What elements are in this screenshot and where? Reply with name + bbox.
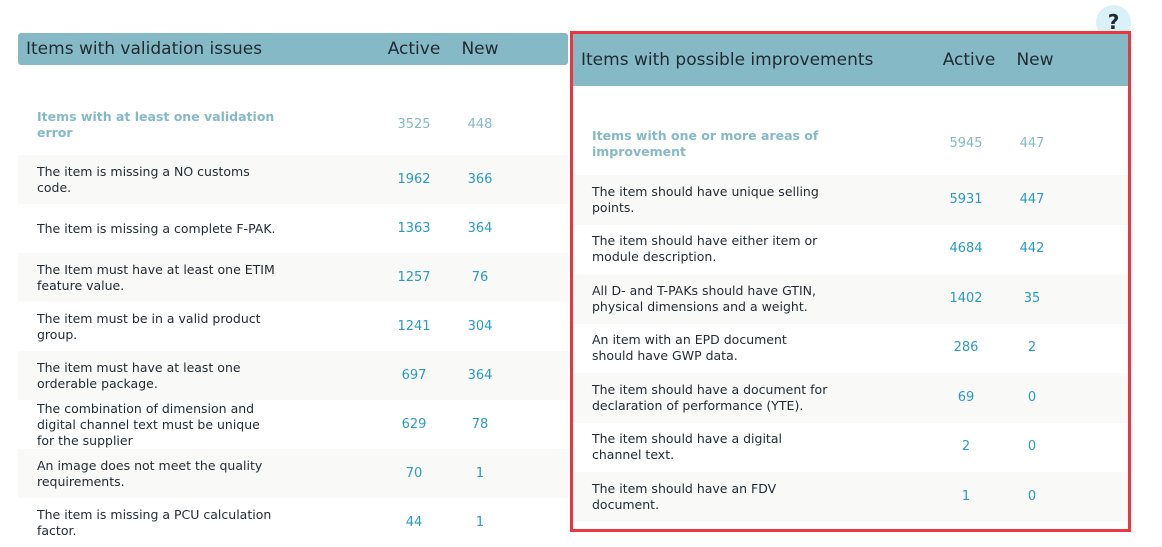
table-row[interactable]: The item should have unique selling poin… <box>573 175 1128 225</box>
new-count[interactable]: 0 <box>1027 488 1037 504</box>
active-count[interactable]: 697 <box>401 367 427 383</box>
table-row[interactable]: All D- and T-PAKs should have GTIN, phys… <box>573 274 1128 324</box>
table-row[interactable]: The item must have at least one orderabl… <box>18 351 568 400</box>
validation-header: Items with validation issues Active New <box>18 33 568 65</box>
new-count[interactable]: 304 <box>467 318 493 334</box>
table-row[interactable]: The item is missing a PCU calculation fa… <box>18 498 568 547</box>
table-row[interactable]: An image does not meet the quality requi… <box>18 449 568 498</box>
table-row[interactable]: The item is missing a complete F-PAK. 136… <box>18 204 568 253</box>
row-label: The item should have a document for decl… <box>592 381 828 413</box>
row-label: The item should have unique selling poin… <box>592 183 819 215</box>
col-active: Active <box>942 50 996 70</box>
active-count[interactable]: 1402 <box>949 290 983 306</box>
row-label: The item should have a digital channel t… <box>592 431 782 463</box>
row-label: The Item must have at least one ETIM fea… <box>37 261 275 293</box>
active-count[interactable]: 69 <box>957 389 975 405</box>
summary-row[interactable]: Items with at least one validation error… <box>18 95 568 155</box>
new-count[interactable]: 364 <box>467 220 493 236</box>
new-count[interactable]: 366 <box>467 171 493 187</box>
new-count[interactable]: 76 <box>471 269 489 285</box>
new-count[interactable]: 364 <box>467 367 493 383</box>
row-label: Items with one or more areas of improvem… <box>592 128 819 159</box>
improvements-title: Items with possible improvements <box>581 49 874 70</box>
active-count[interactable]: 2 <box>961 439 971 455</box>
row-label: The item is missing a PCU calculation fa… <box>37 506 272 538</box>
new-count[interactable]: 2 <box>1027 340 1037 356</box>
new-count[interactable]: 0 <box>1027 439 1037 455</box>
row-label: An item with an EPD document should have… <box>592 332 787 364</box>
col-new: New <box>461 39 499 59</box>
table-row[interactable]: The item should have an FDV document. 1 0 <box>573 472 1128 522</box>
active-count[interactable]: 1241 <box>397 318 431 334</box>
new-count[interactable]: 35 <box>1023 290 1041 306</box>
table-row[interactable]: The item should have a digital channel t… <box>573 423 1128 473</box>
active-count[interactable]: 1363 <box>397 220 431 236</box>
row-label: The item is missing a complete F-PAK. <box>37 220 276 236</box>
row-label: Items with at least one validation error <box>37 109 275 140</box>
row-label: The item should have an FDV document. <box>592 480 777 512</box>
active-count[interactable]: 629 <box>401 416 427 432</box>
new-count[interactable]: 448 <box>467 117 493 132</box>
table-row[interactable]: The item should have either item or modu… <box>573 225 1128 275</box>
active-count[interactable]: 1 <box>961 488 971 504</box>
new-count[interactable]: 447 <box>1019 136 1045 151</box>
new-count[interactable]: 1 <box>475 465 485 481</box>
col-active: Active <box>387 39 441 59</box>
improvements-header: Items with possible improvements Active … <box>573 34 1128 86</box>
active-count[interactable]: 5931 <box>949 191 983 207</box>
active-count[interactable]: 44 <box>405 514 423 530</box>
row-label: The item should have either item or modu… <box>592 233 818 265</box>
active-count[interactable]: 4684 <box>949 241 983 257</box>
active-count[interactable]: 5945 <box>949 136 983 151</box>
table-row[interactable]: The item is missing a NO customs code. 19… <box>18 155 568 204</box>
col-new: New <box>1016 50 1054 70</box>
new-count[interactable]: 447 <box>1019 191 1045 207</box>
active-count[interactable]: 1962 <box>397 171 431 187</box>
table-row[interactable]: An item with an EPD document should have… <box>573 324 1128 374</box>
row-label: All D- and T-PAKs should have GTIN, phys… <box>592 282 816 314</box>
table-row[interactable]: The item should have a document for decl… <box>573 373 1128 423</box>
row-label: The item is missing a NO customs code. <box>37 163 250 195</box>
active-count[interactable]: 1257 <box>397 269 431 285</box>
row-label: The combination of dimension and digital… <box>37 400 260 448</box>
summary-row[interactable]: Items with one or more areas of improvem… <box>573 113 1128 175</box>
new-count[interactable]: 1 <box>475 514 485 530</box>
table-row[interactable]: The item must be in a valid product grou… <box>18 302 568 351</box>
validation-title: Items with validation issues <box>26 38 263 59</box>
new-count[interactable]: 442 <box>1019 241 1045 257</box>
row-label: An image does not meet the quality requi… <box>37 457 263 489</box>
active-count[interactable]: 70 <box>405 465 423 481</box>
validation-issues-panel: Items with validation issues Active New … <box>18 33 568 547</box>
new-count[interactable]: 0 <box>1027 389 1037 405</box>
possible-improvements-panel: Items with possible improvements Active … <box>570 31 1131 532</box>
table-row[interactable]: The Item must have at least one ETIM fea… <box>18 253 568 302</box>
active-count[interactable]: 286 <box>953 340 979 356</box>
row-label: The item must have at least one orderabl… <box>37 359 241 391</box>
row-label: The item must be in a valid product grou… <box>37 310 261 342</box>
new-count[interactable]: 78 <box>471 416 489 432</box>
table-row[interactable]: The combination of dimension and digital… <box>18 400 568 449</box>
active-count[interactable]: 3525 <box>397 117 431 132</box>
